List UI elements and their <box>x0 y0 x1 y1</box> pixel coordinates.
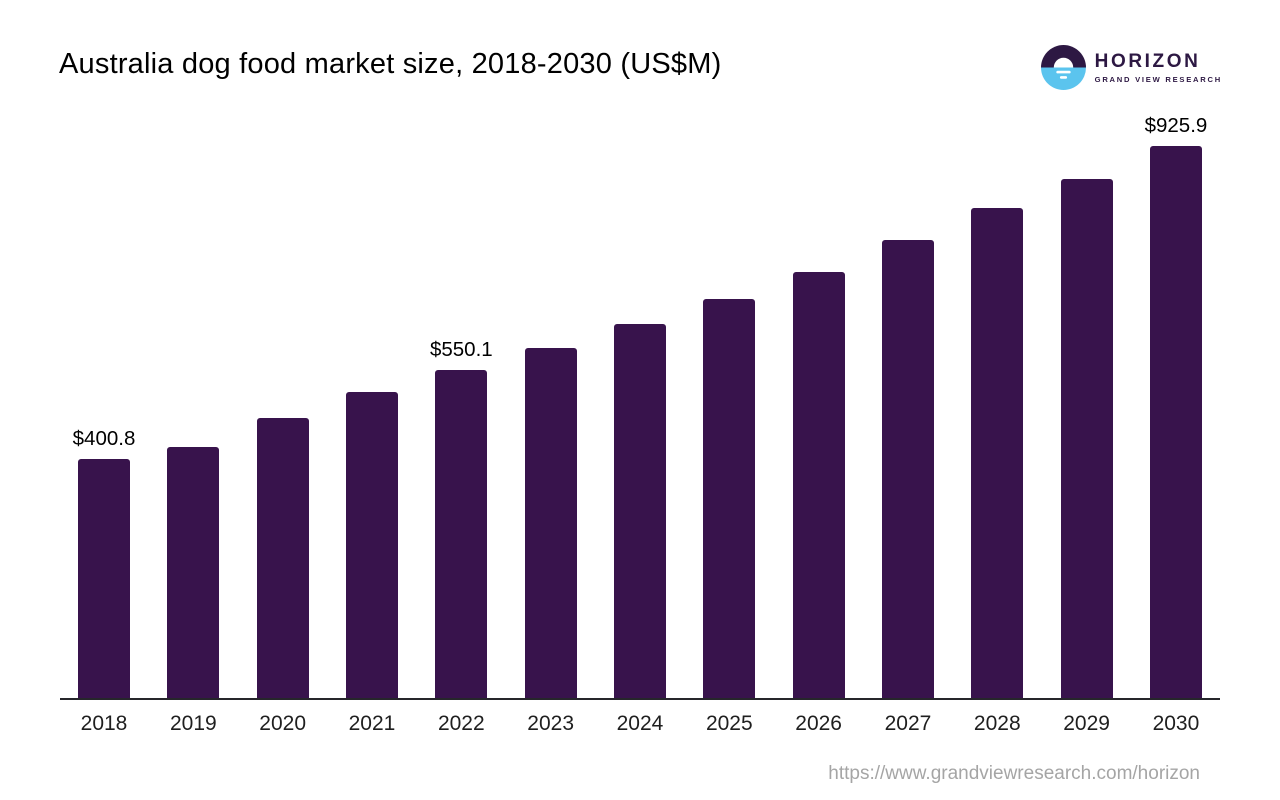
source-url: https://www.grandviewresearch.com/horizo… <box>828 763 1200 784</box>
x-tick-2018: 2018 <box>80 712 128 735</box>
plot-area: $400.8 $550.1 $925.9 <box>73 100 1207 698</box>
bar-column-2022: $550.1 <box>430 338 493 698</box>
horizon-logo-icon <box>1040 45 1086 90</box>
logo-text: HORIZON GRAND VIEW RESEARCH <box>1094 50 1222 84</box>
horizon-logo: HORIZON GRAND VIEW RESEARCH <box>1040 45 1222 90</box>
x-tick-2027: 2027 <box>884 712 932 735</box>
bar-2020 <box>256 417 309 698</box>
bar-2021 <box>345 392 398 698</box>
bar-2025 <box>703 299 756 698</box>
bar-2029 <box>1060 179 1113 698</box>
bar-2019 <box>167 447 220 698</box>
bar-column-2026 <box>792 272 845 698</box>
value-label-2030: $925.9 <box>1144 114 1208 137</box>
bar-column-2025 <box>703 299 756 698</box>
x-tick-2024: 2024 <box>616 712 664 735</box>
bar-2023 <box>524 348 577 698</box>
bar-column-2024 <box>613 324 666 698</box>
x-tick-2029: 2029 <box>1063 712 1110 735</box>
value-label-2022: $550.1 <box>429 338 493 361</box>
bar-2024 <box>613 324 666 698</box>
bar-2028 <box>971 207 1024 698</box>
x-tick-2028: 2028 <box>973 712 1021 735</box>
bar-2022 <box>435 370 488 698</box>
bar-column-2029 <box>1060 179 1113 698</box>
bar-column-2019 <box>167 447 220 698</box>
bar-2026 <box>792 272 845 698</box>
x-tick-2030: 2030 <box>1152 712 1200 735</box>
bar-column-2027 <box>881 240 934 698</box>
x-tick-2023: 2023 <box>527 712 574 735</box>
logo-subtitle: GRAND VIEW RESEARCH <box>1094 74 1222 84</box>
bar-2018 <box>78 459 130 698</box>
bar-2030 <box>1149 146 1202 698</box>
page-title: Australia dog food market size, 2018-203… <box>59 48 722 80</box>
x-tick-2026: 2026 <box>795 712 842 735</box>
bar-column-2021 <box>345 392 398 698</box>
x-tick-2021: 2021 <box>348 712 396 735</box>
value-label-2018: $400.8 <box>72 427 136 451</box>
x-axis-line <box>60 698 1220 700</box>
x-tick-2019: 2019 <box>169 712 217 735</box>
bar-column-2030: $925.9 <box>1145 114 1207 698</box>
x-tick-2025: 2025 <box>705 712 753 735</box>
bar-2027 <box>881 240 934 698</box>
bar-chart: $400.8 $550.1 $925.9 2018 2019 2020 2021 2022 2… <box>60 100 1220 740</box>
bar-column-2020 <box>256 417 309 698</box>
bar-column-2023 <box>524 348 577 698</box>
bar-column-2018: $400.8 <box>73 427 135 698</box>
x-axis-labels: 2018 2019 2020 2021 2022 2023 2024 2025 2026 2027… <box>78 708 1202 740</box>
logo-name: HORIZON <box>1094 50 1201 72</box>
x-tick-2020: 2020 <box>259 712 307 735</box>
bar-column-2028 <box>971 207 1024 698</box>
x-tick-2022: 2022 <box>437 712 485 735</box>
